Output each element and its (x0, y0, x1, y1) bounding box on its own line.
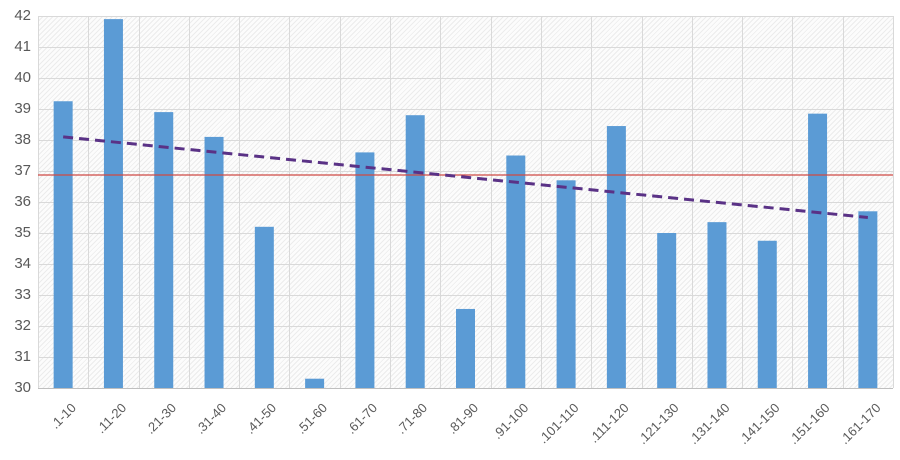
y-tick-label: 36 (14, 193, 31, 210)
bar-.81-90 (456, 308, 475, 388)
bar-.151-160 (808, 113, 828, 389)
x-tick-label: .31-40 (192, 400, 230, 437)
trendline (62, 135, 869, 219)
y-tick-label: 38 (14, 131, 31, 148)
x-tick-label: .111-120 (586, 400, 632, 446)
y-tick-label: 41 (14, 38, 31, 55)
bar-.91-100 (506, 155, 526, 388)
bar-.121-130 (657, 233, 677, 388)
x-tick-label: .151-160 (785, 400, 833, 448)
bar-.11-20 (103, 19, 123, 388)
x-tick-label: .71-80 (393, 400, 431, 437)
x-tick-label: .131-140 (685, 400, 733, 448)
bar-.51-60 (305, 378, 325, 388)
y-tick-label: 35 (14, 224, 31, 241)
bar-.41-50 (254, 226, 274, 388)
x-tick-label: .11-20 (92, 400, 129, 437)
y-tick-label: 34 (14, 255, 31, 272)
x-tick-label: .41-50 (242, 400, 280, 437)
x-tick-label: .91-100 (489, 400, 532, 442)
bar-.131-140 (707, 222, 727, 388)
x-tick-label: .61-70 (343, 400, 381, 437)
bar-.1-10 (53, 101, 73, 388)
y-tick-label: 40 (14, 69, 31, 86)
y-tick-label: 33 (14, 286, 31, 303)
x-tick-label: .161-170 (836, 400, 884, 448)
x-tick-label: .81-90 (444, 400, 481, 437)
bar-.101-110 (556, 180, 576, 388)
bar-.31-40 (204, 136, 224, 388)
x-tick-label: .21-30 (142, 400, 180, 437)
plot-area (38, 16, 894, 389)
bar-.71-80 (405, 115, 425, 388)
y-tick-label: 32 (14, 317, 31, 334)
y-tick-label: 39 (14, 100, 31, 117)
x-tick-label: .51-60 (293, 400, 330, 437)
bar-.61-70 (355, 152, 375, 388)
x-tick-label: .121-130 (635, 400, 682, 448)
y-tick-label: 37 (14, 162, 31, 179)
bar-.21-30 (154, 112, 174, 388)
bar-.141-150 (757, 240, 777, 388)
y-tick-label: 31 (14, 348, 31, 365)
y-tick-label: 42 (14, 7, 31, 24)
y-tick-label: 30 (14, 379, 31, 396)
bar-.111-120 (606, 126, 626, 389)
plot-svg (38, 16, 894, 389)
x-tick-label: .141-150 (735, 400, 783, 448)
x-tick-label: .101-110 (535, 400, 582, 447)
x-tick-label: .1-10 (46, 400, 79, 432)
bar-.161-170 (858, 211, 878, 388)
